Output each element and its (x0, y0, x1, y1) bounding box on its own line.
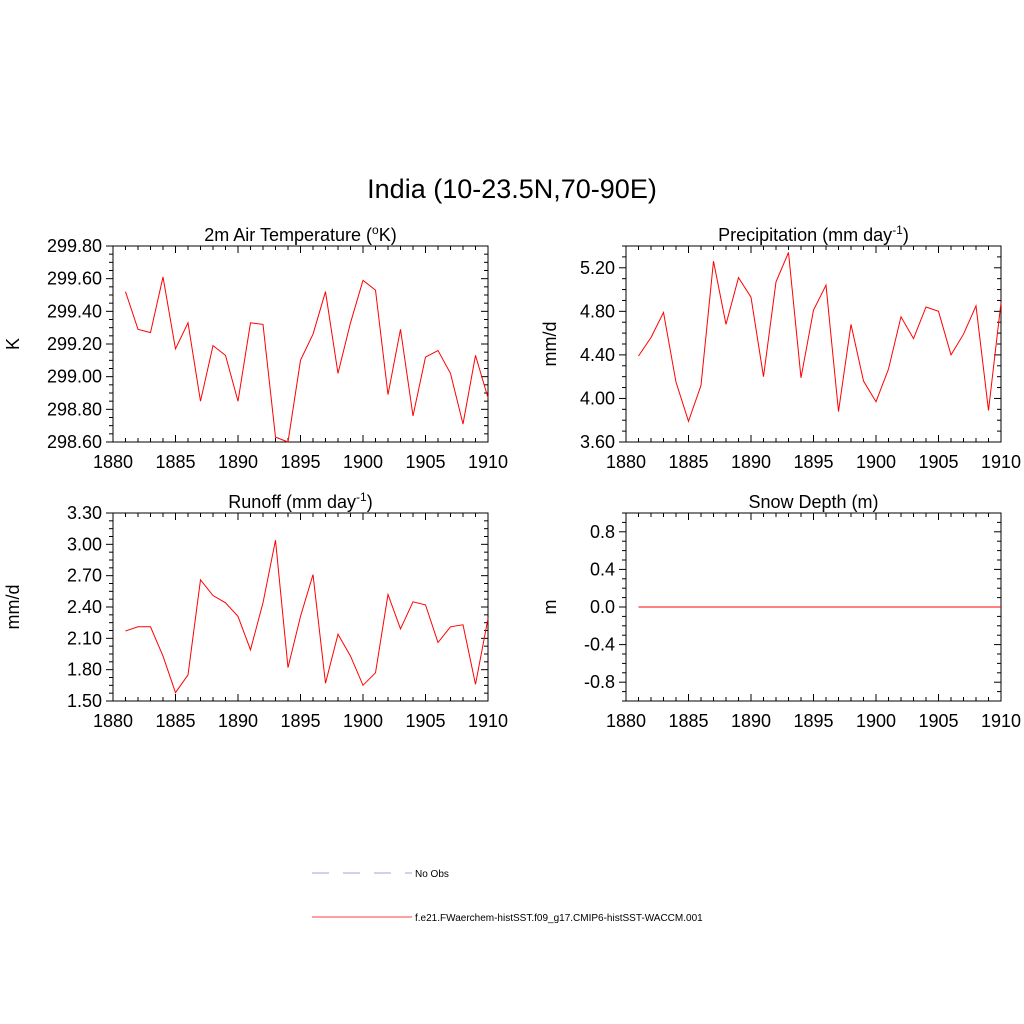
x-tick-label: 1900 (856, 711, 896, 731)
x-tick-label: 1900 (343, 711, 383, 731)
x-tick-label: 1885 (155, 452, 195, 472)
x-tick-label: 1900 (856, 452, 896, 472)
panel-title: 2m Air Temperature (oK) (204, 223, 396, 245)
y-tick-label: 4.40 (580, 345, 615, 365)
y-tick-label: 299.60 (47, 269, 102, 289)
y-tick-label: 0.0 (590, 597, 615, 617)
y-tick-label: 0.4 (590, 559, 615, 579)
y-tick-label: -0.8 (584, 672, 615, 692)
y-tick-label: 2.10 (67, 628, 102, 648)
panel-title: Runoff (mm day-1) (228, 490, 372, 512)
series-line (638, 252, 1002, 423)
y-tick-label: 0.8 (590, 522, 615, 542)
y-tick-label: 4.00 (580, 388, 615, 408)
chart-panel-1: 1880 1885 1890 1895 1900 1905 1910 298.60 298.80… (3, 223, 508, 472)
legend-label: No Obs (415, 869, 449, 880)
y-tick-label: 299.00 (47, 367, 102, 387)
panel-title: Snow Depth (m) (748, 492, 878, 512)
x-tick-label: 1895 (793, 711, 833, 731)
x-tick-label: 1905 (918, 452, 958, 472)
chart-panel-3: 1880 1885 1890 1895 1900 1905 1910 1.50 1.80 2.10… (3, 490, 508, 731)
y-tick-label: 299.40 (47, 301, 102, 321)
plot-frame (112, 512, 489, 702)
legend-item: No Obs (312, 869, 449, 880)
x-tick-label: 1910 (468, 711, 508, 731)
x-tick-label: 1895 (280, 452, 320, 472)
y-tick-label: 3.60 (580, 432, 615, 452)
chart-legend: No Obs f.e21.FWaerchem-histSST.f09_g17.CM… (312, 869, 703, 924)
x-tick-label: 1895 (280, 711, 320, 731)
y-tick-label: 3.00 (67, 534, 102, 554)
y-axis-label: mm/d (540, 322, 560, 367)
y-axis-label: m (540, 600, 560, 615)
plot-frame (625, 245, 1002, 443)
y-tick-label: 2.70 (67, 566, 102, 586)
y-tick-label: 5.20 (580, 258, 615, 278)
x-tick-label: 1890 (218, 452, 258, 472)
x-tick-label: 1890 (731, 711, 771, 731)
y-tick-label: -0.4 (584, 635, 615, 655)
y-tick-label: 4.80 (580, 301, 615, 321)
x-tick-label: 1885 (155, 711, 195, 731)
figure-title: India (10-23.5N,70-90E) (367, 174, 657, 204)
chart-panel-4: 1880 1885 1890 1895 1900 1905 1910 -0.8 -0.4 0.0 0… (540, 492, 1021, 731)
y-tick-label: 2.40 (67, 597, 102, 617)
legend-label: f.e21.FWaerchem-histSST.f09_g17.CMIP6-hi… (415, 913, 703, 924)
plot-frame (112, 245, 489, 443)
x-tick-label: 1880 (93, 452, 133, 472)
x-tick-label: 1910 (981, 452, 1021, 472)
x-tick-label: 1910 (981, 711, 1021, 731)
y-tick-label: 1.50 (67, 691, 102, 711)
x-tick-label: 1905 (918, 711, 958, 731)
y-tick-label: 298.80 (47, 399, 102, 419)
x-tick-label: 1890 (218, 711, 258, 731)
legend-item: f.e21.FWaerchem-histSST.f09_g17.CMIP6-hi… (312, 913, 703, 924)
y-tick-label: 1.80 (67, 660, 102, 680)
y-tick-label: 3.30 (67, 503, 102, 523)
x-tick-label: 1880 (606, 452, 646, 472)
y-axis-label: mm/d (3, 585, 23, 630)
chart-panel-2: 1880 1885 1890 1895 1900 1905 1910 3.60 4.00 4.40… (540, 223, 1021, 472)
y-axis-label: K (3, 338, 23, 350)
y-tick-label: 299.20 (47, 334, 102, 354)
y-tick-label: 299.80 (47, 236, 102, 256)
y-tick-label: 298.60 (47, 432, 102, 452)
x-tick-label: 1900 (343, 452, 383, 472)
x-tick-label: 1885 (668, 711, 708, 731)
x-tick-label: 1905 (405, 452, 445, 472)
x-tick-label: 1910 (468, 452, 508, 472)
x-tick-label: 1885 (668, 452, 708, 472)
x-tick-label: 1895 (793, 452, 833, 472)
x-tick-label: 1890 (731, 452, 771, 472)
series-line (125, 276, 489, 443)
series-line (125, 540, 489, 694)
x-tick-label: 1880 (606, 711, 646, 731)
panel-title: Precipitation (mm day-1) (718, 223, 909, 245)
chart-panels: 1880 1885 1890 1895 1900 1905 1910 298.60 298.80… (3, 223, 1021, 731)
x-tick-label: 1880 (93, 711, 133, 731)
x-tick-label: 1905 (405, 711, 445, 731)
